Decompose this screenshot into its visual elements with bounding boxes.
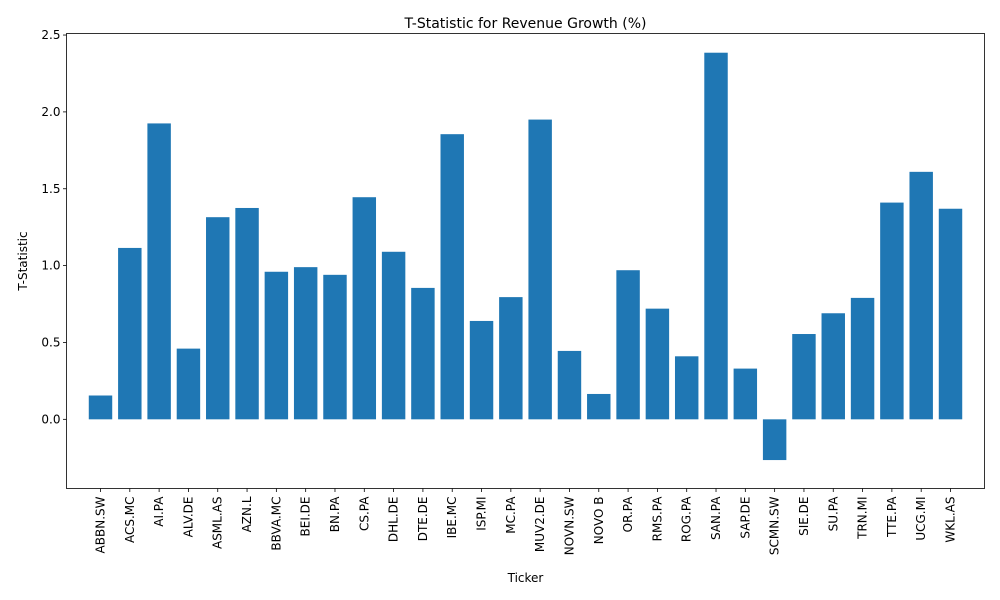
bar <box>821 313 845 420</box>
x-axis: ABBN.SW ACS.MC AI.PA ALV.DE ASML.AS AZN.L BBVA… <box>94 488 958 555</box>
x-tick-label: IBE.MC <box>445 497 459 539</box>
x-tick-label: NOVO B <box>592 497 606 545</box>
bars-group <box>88 52 963 461</box>
x-tick-label: TRN.MI <box>856 497 870 540</box>
bar <box>528 119 552 420</box>
bar <box>762 419 787 461</box>
bar <box>792 334 816 420</box>
x-tick-label: NOVN.SW <box>562 496 576 555</box>
bar <box>352 197 377 420</box>
bar <box>909 171 933 420</box>
x-tick-label: ALV.DE <box>181 497 195 538</box>
bar <box>88 395 113 420</box>
y-axis: 0.0 0.5 1.0 1.5 2.0 2.5 <box>41 28 67 426</box>
x-tick-label: SAN.PA <box>709 496 723 540</box>
bar <box>938 208 963 420</box>
bar <box>323 274 347 420</box>
x-tick-label: BEI.DE <box>299 497 313 537</box>
bar <box>469 320 494 420</box>
y-tick-label: 2.0 <box>41 105 60 119</box>
bar <box>850 297 875 420</box>
x-tick-label: ASML.AS <box>211 497 225 550</box>
bar <box>440 134 464 420</box>
x-tick-label: AZN.L <box>240 496 254 532</box>
chart-title: T-Statistic for Revenue Growth (%) <box>404 16 647 32</box>
x-tick-label: ACS.MC <box>123 497 137 544</box>
bar <box>733 368 758 420</box>
bar <box>118 247 142 420</box>
x-tick-label: RMS.PA <box>650 496 664 542</box>
bar <box>293 267 318 420</box>
y-tick-label: 0.5 <box>41 335 60 349</box>
x-tick-label: SCMN.SW <box>768 496 782 555</box>
bar <box>704 52 728 420</box>
bar <box>206 217 230 420</box>
x-tick-label: SU.PA <box>826 496 840 532</box>
x-tick-label: ROG.PA <box>680 496 694 542</box>
x-tick-label: MC.PA <box>504 496 518 534</box>
x-tick-label: WKL.AS <box>944 497 958 543</box>
bar <box>499 297 523 420</box>
plot-frame <box>66 33 985 489</box>
x-tick-label: DHL.DE <box>387 497 401 543</box>
bar <box>587 393 611 420</box>
x-tick-label: MUV2.DE <box>533 497 547 553</box>
bar <box>674 356 699 420</box>
x-axis-label: Ticker <box>507 571 544 585</box>
x-tick-label: OR.PA <box>621 496 635 533</box>
y-tick-label: 2.5 <box>41 28 60 42</box>
x-tick-label: ISP.MI <box>475 497 489 531</box>
x-tick-label: DTE.DE <box>416 497 430 542</box>
bar <box>616 270 640 420</box>
x-tick-label: AI.PA <box>152 496 166 527</box>
x-tick-label: TTE.PA <box>885 496 899 538</box>
x-tick-label: BBVA.MC <box>269 497 283 551</box>
x-tick-label: SIE.DE <box>797 497 811 536</box>
x-tick-label: UCG.MI <box>914 497 928 541</box>
y-tick-label: 1.0 <box>41 259 60 273</box>
x-tick-label: BN.PA <box>328 496 342 532</box>
x-tick-label: CS.PA <box>357 496 371 531</box>
y-tick-label: 0.0 <box>41 412 60 426</box>
x-tick-label: SAP.DE <box>738 497 752 539</box>
bar <box>235 207 259 420</box>
bar <box>557 350 582 420</box>
y-axis-label: T-Statistic <box>16 231 30 291</box>
bar <box>411 287 435 420</box>
bar <box>147 123 171 420</box>
bar <box>645 308 670 420</box>
x-tick-label: ABBN.SW <box>94 496 108 553</box>
bar <box>176 348 201 420</box>
bar <box>381 251 406 420</box>
bar <box>264 271 289 420</box>
y-tick-label: 1.5 <box>41 182 60 196</box>
bar <box>880 202 904 420</box>
